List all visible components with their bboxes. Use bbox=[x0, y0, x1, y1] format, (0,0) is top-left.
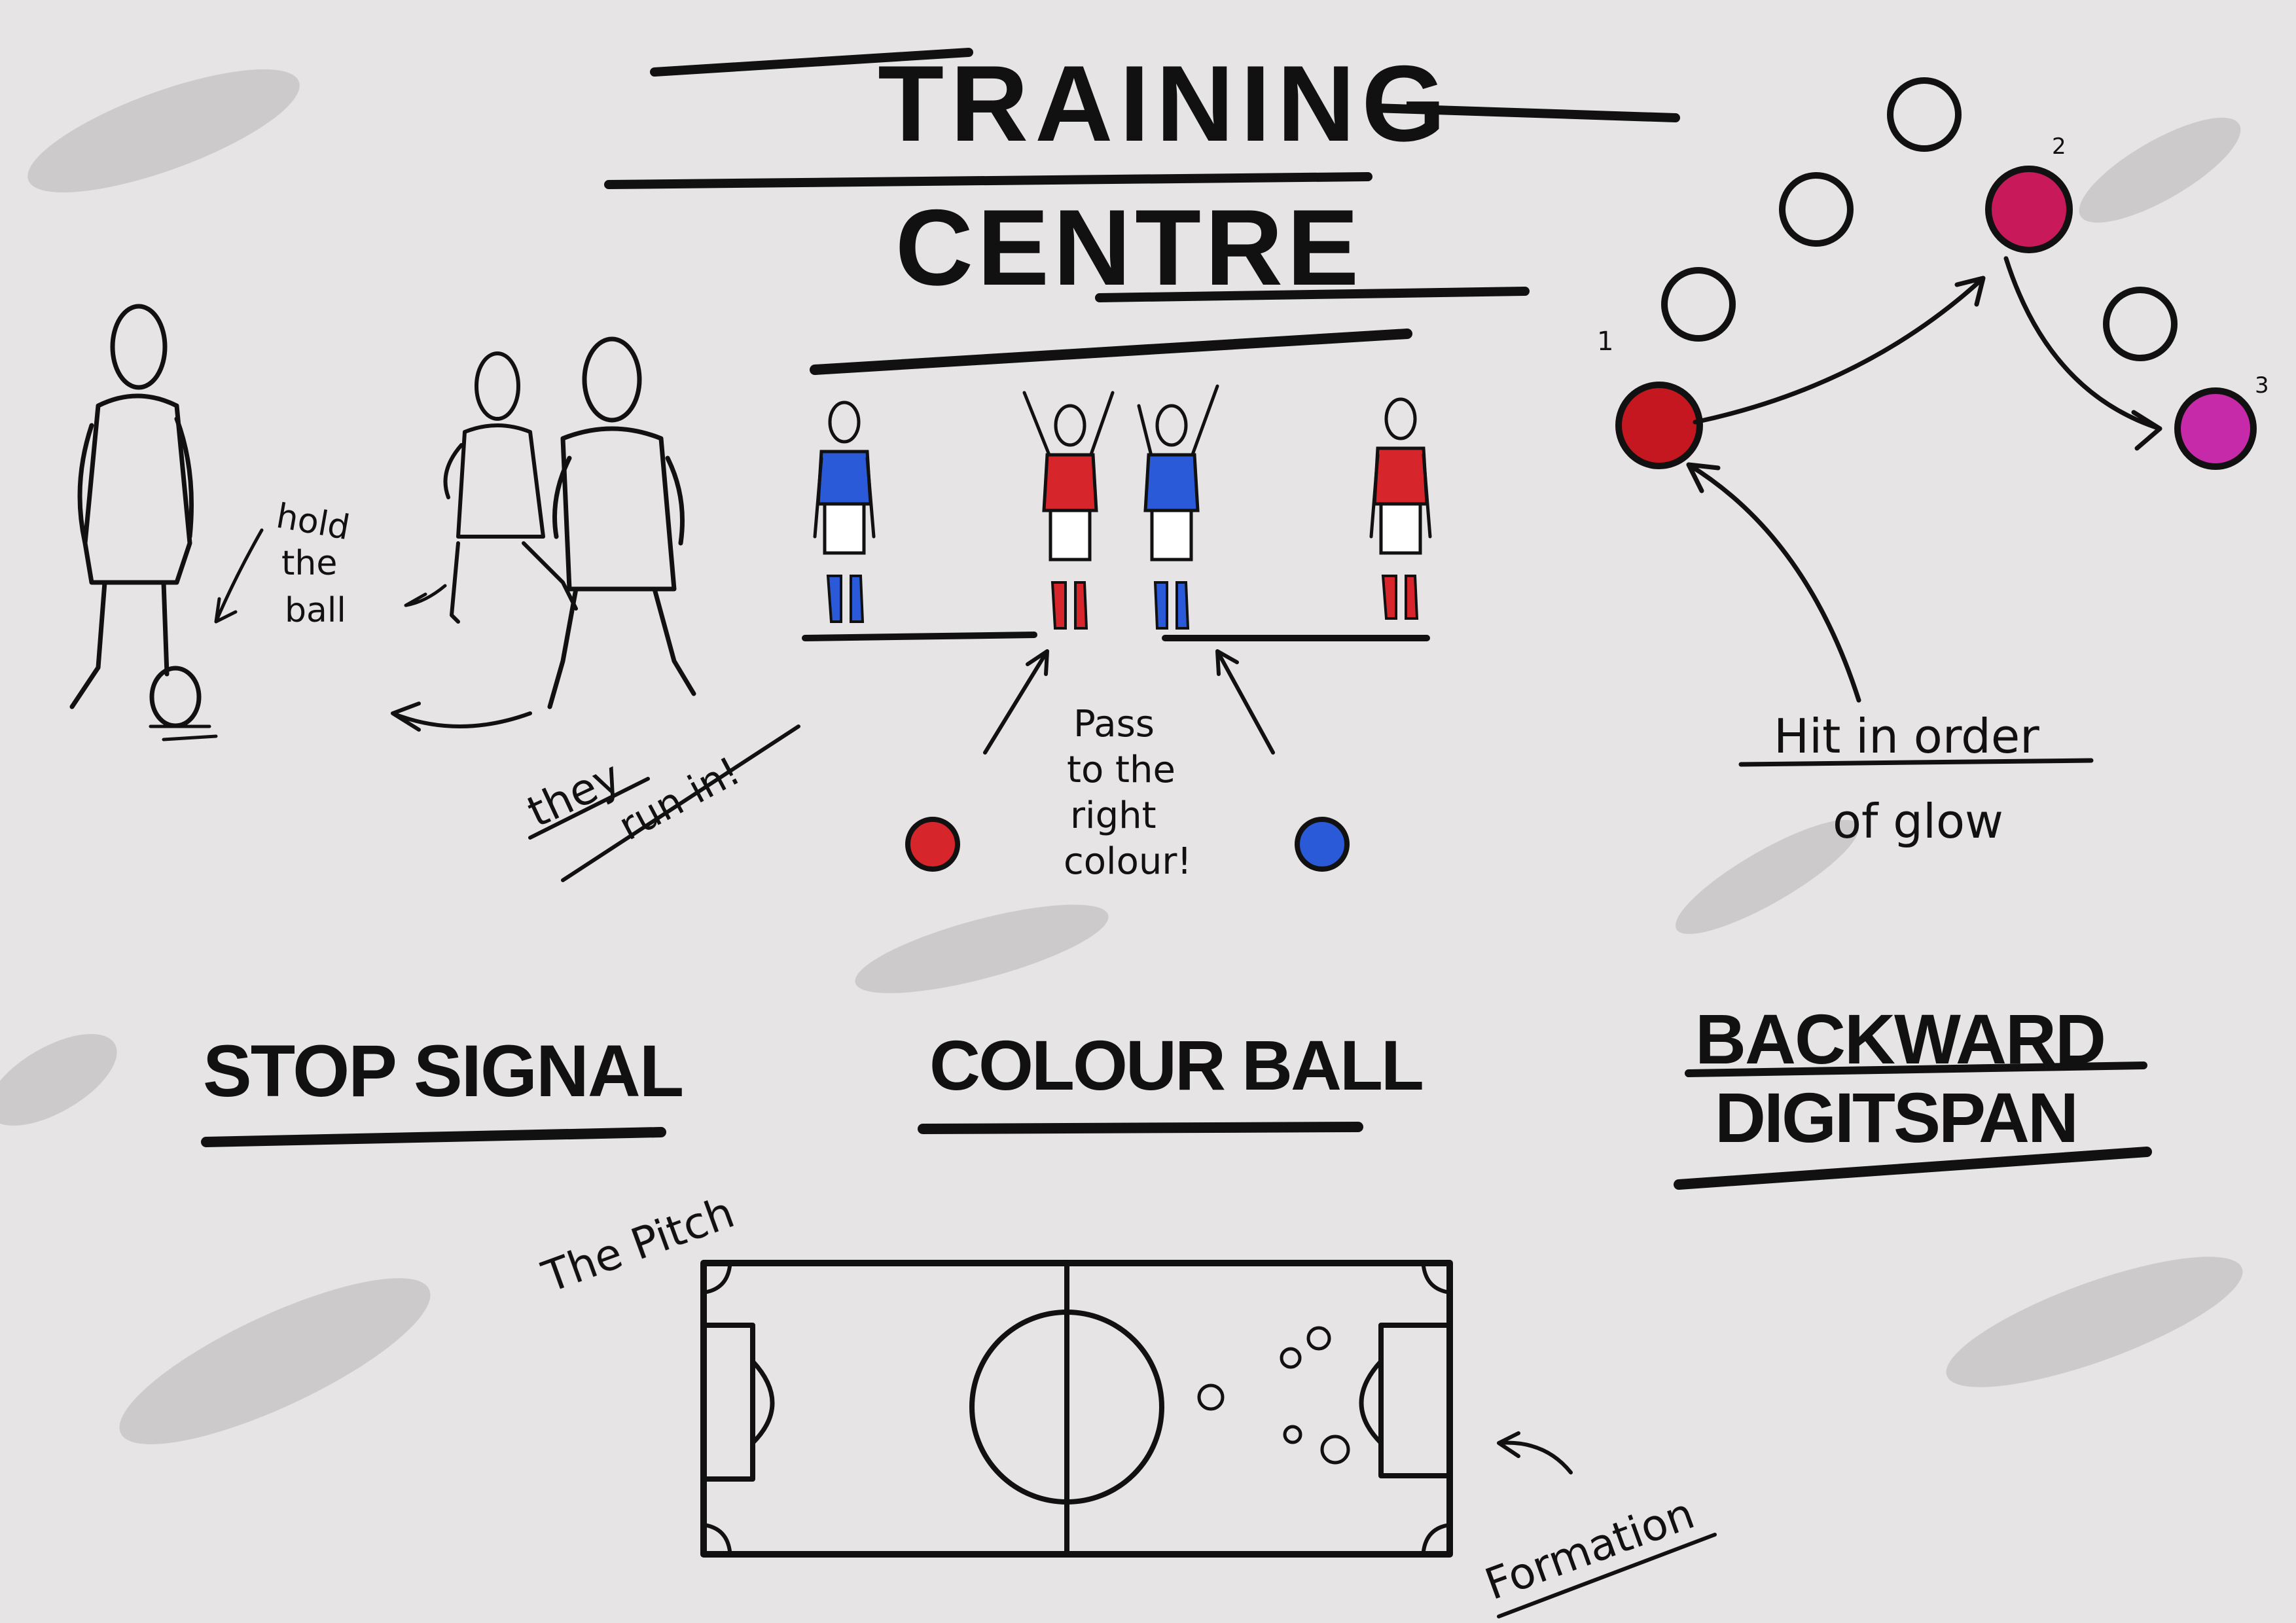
colour-note-line2: to the bbox=[1067, 749, 1175, 791]
title-line2: CENTRE bbox=[895, 187, 1363, 308]
colour-ball-illustration: Pass to the right colour! bbox=[802, 384, 1432, 883]
arrow-icon bbox=[1686, 462, 1861, 703]
digitspan-illustration: 1 2 3 Hit in order of glow bbox=[1597, 77, 2269, 849]
order-number-3: 3 bbox=[2255, 372, 2269, 399]
colour-note-line3: right bbox=[1070, 794, 1157, 837]
arrow-icon bbox=[1497, 1431, 1573, 1474]
player-figure-icon bbox=[1022, 391, 1115, 630]
colour-note-line1: Pass bbox=[1073, 703, 1155, 745]
player-figure-icon bbox=[813, 401, 876, 623]
arrow-icon bbox=[214, 528, 264, 624]
formation-markers bbox=[1197, 1326, 1350, 1465]
arrow-icon bbox=[404, 584, 447, 607]
player-figure-icon bbox=[1137, 384, 1219, 630]
background-smudges bbox=[0, 69, 2243, 1444]
target-circle-icon bbox=[2174, 387, 2257, 470]
hold-note-line2: the bbox=[281, 544, 337, 583]
pitch-label: The Pitch bbox=[535, 1187, 740, 1303]
digitspan-note-line2: of glow bbox=[1833, 794, 2003, 849]
run-note-line1: they bbox=[520, 751, 628, 837]
arrow-icon bbox=[2003, 256, 2162, 451]
hold-note-line1: hold bbox=[274, 497, 353, 548]
hold-note-line3: ball bbox=[285, 591, 346, 630]
arrow-icon bbox=[1215, 649, 1275, 755]
arrow-icon bbox=[983, 649, 1049, 755]
stop-signal-label: STOP SIGNAL bbox=[203, 1030, 683, 1112]
page-title: TRAINING CENTRE bbox=[604, 43, 1680, 375]
arrow-icon bbox=[1693, 276, 1986, 425]
football-icon bbox=[149, 666, 202, 728]
colour-ball-label: COLOUR BALL bbox=[929, 1026, 1422, 1105]
digitspan-label-line2: DIGITSPAN bbox=[1715, 1078, 2077, 1157]
order-number-1: 1 bbox=[1597, 327, 1613, 357]
pitch-diagram: The Pitch Formation bbox=[535, 1187, 1717, 1618]
arrow-icon bbox=[391, 702, 532, 732]
colour-note-line4: colour! bbox=[1064, 840, 1192, 883]
target-circle-icon bbox=[1615, 382, 1703, 469]
digitspan-note-line1: Hit in order bbox=[1774, 709, 2039, 764]
section-label-colour-ball: COLOUR BALL bbox=[918, 1026, 1424, 1134]
player-figure-icon bbox=[69, 304, 194, 709]
player-figure-icon bbox=[443, 351, 578, 624]
football-icon bbox=[1295, 817, 1350, 872]
formation-label: Formation bbox=[1479, 1488, 1700, 1610]
football-icon bbox=[905, 817, 960, 872]
player-figure-icon bbox=[547, 336, 696, 709]
order-number-2: 2 bbox=[2052, 134, 2066, 160]
stop-signal-illustration: hold the ball they run in! bbox=[69, 304, 800, 882]
title-line1: TRAINING bbox=[878, 43, 1452, 164]
target-circle-icon bbox=[1985, 166, 2073, 253]
target-circle-icon bbox=[1661, 77, 2178, 361]
section-label-stop-signal: STOP SIGNAL bbox=[201, 1030, 684, 1147]
player-figure-icon bbox=[1369, 397, 1432, 620]
section-label-digitspan: BACKWARD DIGITSPAN bbox=[1674, 999, 2152, 1190]
